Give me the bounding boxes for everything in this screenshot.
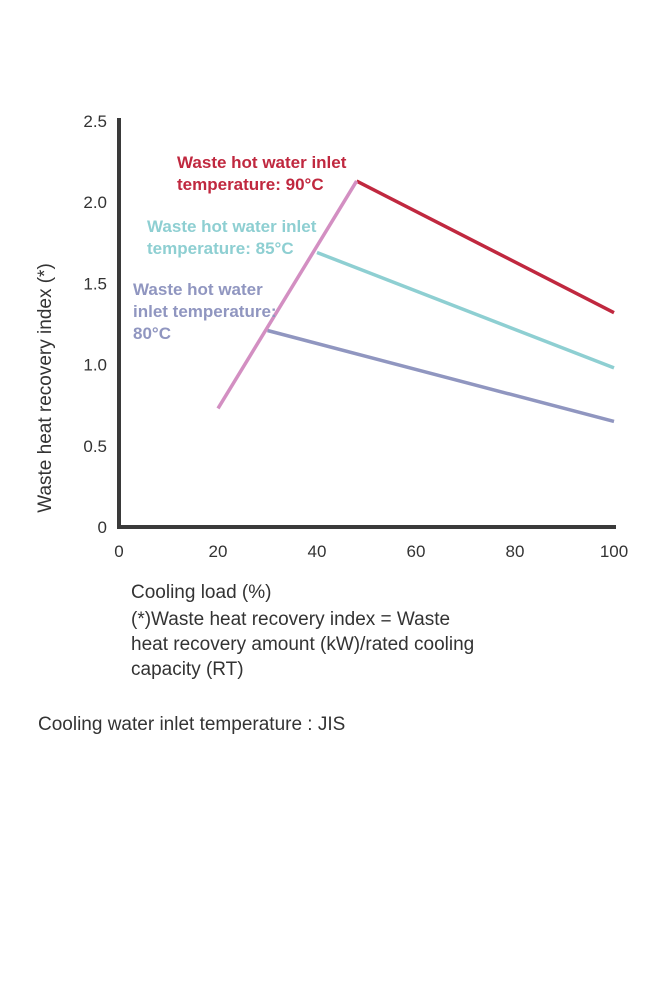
chart-svg: 0 0.5 1.0 1.5 2.0 2.5 0 20 40 60 80 100 Waste heat r… [35,112,628,561]
footnote-line: (*)Waste heat recovery index = Waste [131,609,451,630]
x-tick-label: 100 [600,542,628,561]
series-line [216,180,359,410]
y-tick-label: 1.5 [83,274,107,293]
x-tick-label: 0 [114,542,123,561]
footnote: (*)Waste heat recovery index = Waste hea… [131,607,521,682]
series-label: Waste hot water inlet temperature: 85°C [147,217,317,258]
y-tick-label: 1.0 [83,356,107,375]
series-label: Waste hot water inlet temperature: 80°C [133,280,277,343]
series-label-line: Waste hot water [133,280,263,299]
x-tick-label: 60 [407,542,426,561]
series-line [316,250,615,370]
y-tick-label: 2.0 [83,193,107,212]
series-label-line: Waste hot water inlet [177,153,347,172]
series-line [355,179,615,315]
series-label-line: Waste hot water inlet [147,217,317,236]
y-axis-label: Waste heat recovery index (*) [35,263,56,513]
condition-note: Cooling water inlet temperature : JIS [38,714,346,735]
y-tick-label: 2.5 [83,112,107,131]
series-label-line: 80°C [133,324,171,343]
series-label-line: temperature: 90°C [177,175,324,194]
series-label-line: temperature: 85°C [147,239,294,258]
y-tick-label: 0.5 [83,437,107,456]
footnote-line: capacity (RT) [131,659,244,680]
footnote-line: heat recovery amount (kW)/rated cooling [131,634,475,655]
x-axis-label: Cooling load (%) [131,582,272,603]
x-tick-label: 40 [308,542,327,561]
x-tick-label: 20 [209,542,228,561]
series-line [267,328,615,424]
x-tick-label: 80 [506,542,525,561]
y-tick-label: 0 [98,518,107,537]
chart: 0 0.5 1.0 1.5 2.0 2.5 0 20 40 60 80 100 Waste heat r… [35,112,628,561]
series-label-line: inlet temperature: [133,302,277,321]
series-label: Waste hot water inlet temperature: 90°C [177,153,347,194]
